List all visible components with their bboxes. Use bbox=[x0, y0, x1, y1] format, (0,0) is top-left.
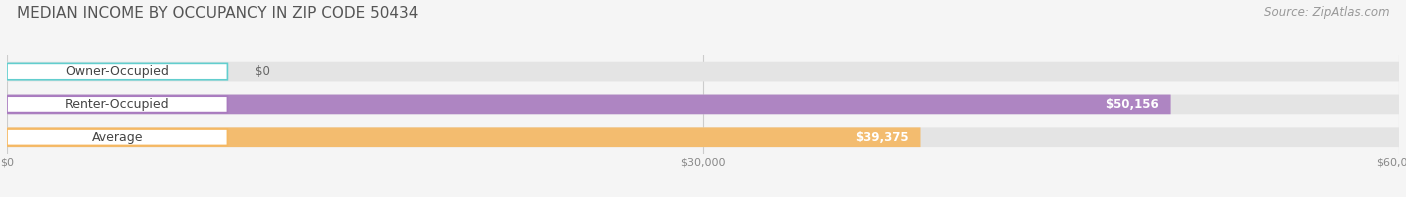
FancyBboxPatch shape bbox=[7, 96, 228, 113]
FancyBboxPatch shape bbox=[7, 129, 228, 145]
Text: $50,156: $50,156 bbox=[1105, 98, 1159, 111]
FancyBboxPatch shape bbox=[7, 127, 1399, 147]
Text: Source: ZipAtlas.com: Source: ZipAtlas.com bbox=[1264, 6, 1389, 19]
Text: Owner-Occupied: Owner-Occupied bbox=[65, 65, 169, 78]
Text: Average: Average bbox=[91, 131, 143, 144]
Text: $39,375: $39,375 bbox=[855, 131, 908, 144]
FancyBboxPatch shape bbox=[7, 95, 1399, 114]
Text: MEDIAN INCOME BY OCCUPANCY IN ZIP CODE 50434: MEDIAN INCOME BY OCCUPANCY IN ZIP CODE 5… bbox=[17, 6, 418, 21]
FancyBboxPatch shape bbox=[7, 62, 1399, 81]
FancyBboxPatch shape bbox=[7, 63, 228, 80]
FancyBboxPatch shape bbox=[7, 127, 921, 147]
FancyBboxPatch shape bbox=[7, 95, 1171, 114]
Text: $0: $0 bbox=[256, 65, 270, 78]
Text: Renter-Occupied: Renter-Occupied bbox=[65, 98, 170, 111]
